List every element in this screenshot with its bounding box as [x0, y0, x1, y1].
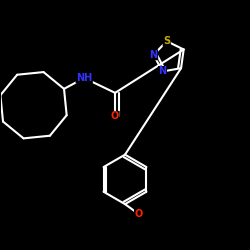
Text: N: N — [150, 50, 158, 60]
Text: NH: NH — [76, 73, 92, 83]
Text: O: O — [111, 111, 119, 121]
Text: S: S — [163, 36, 170, 46]
Text: N: N — [158, 66, 166, 76]
Text: O: O — [134, 209, 143, 219]
